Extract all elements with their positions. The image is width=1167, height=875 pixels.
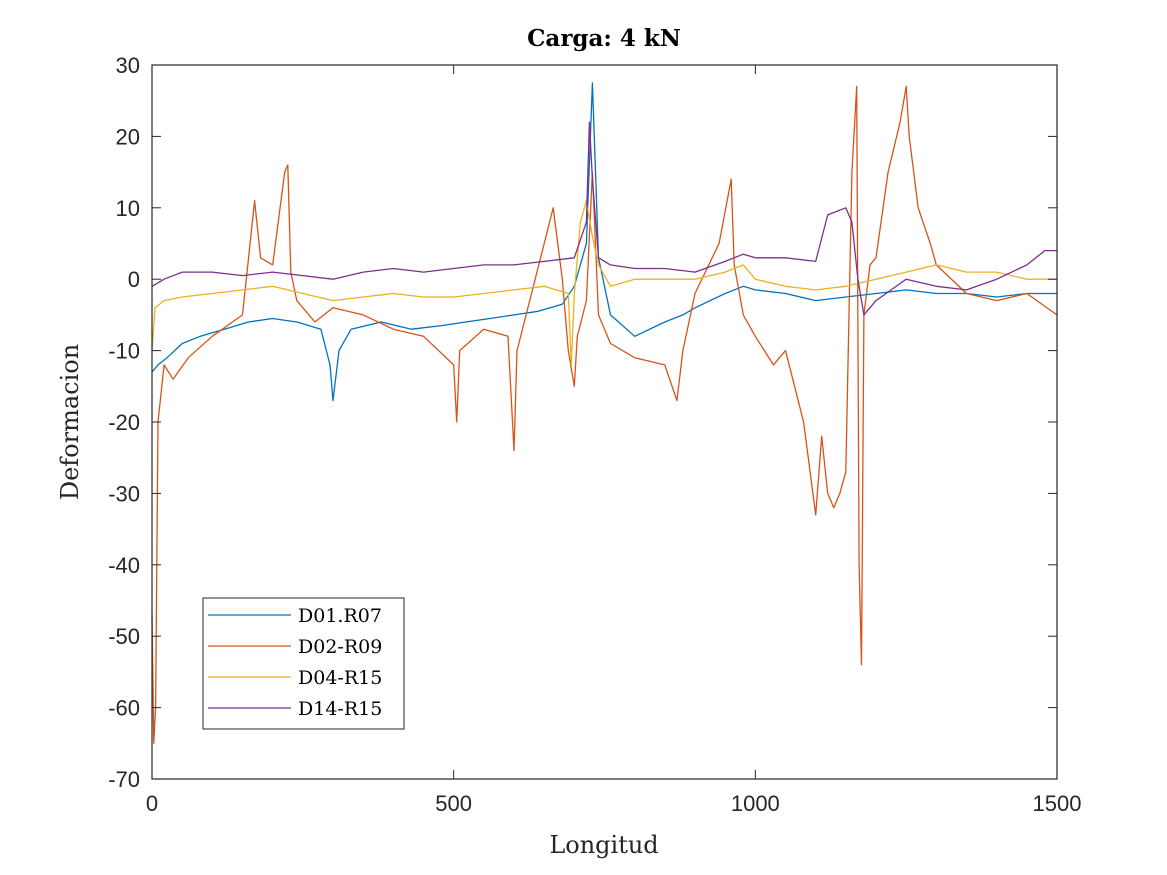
x-tick-label: 500 [435,791,472,816]
x-axis-label: Longitud [549,831,658,859]
tick-labels-group: 0 500 1000 1500 30 20 10 0 -10 -20 -30 -40 -50 -60 -70 [108,53,1081,816]
y-tick-label: 20 [116,124,140,149]
x-tick-label: 0 [146,791,158,816]
y-tick-label: -30 [108,481,140,506]
y-tick-label: -20 [108,410,140,435]
legend-label-4: D14-R15 [298,698,382,720]
chart-title: Carga: 4 kN [527,25,681,52]
y-tick-label: 30 [116,53,140,78]
y-tick-label: -40 [108,553,140,578]
legend-box [202,597,405,730]
series-line-4 [151,121,1057,316]
legend-label-1: D01.R07 [298,605,382,627]
legend: D01.R07 D02-R09 D04-R15 D14-R15 [202,597,405,730]
y-tick-label: -70 [108,767,140,792]
y-axis-label: Deformacion [56,344,84,500]
legend-label-3: D04-R15 [298,667,382,689]
series-line-2 [151,85,1058,744]
legend-label-2: D02-R09 [298,636,382,658]
y-tick-label: -10 [108,339,140,364]
y-tick-label: -50 [108,624,140,649]
x-tick-label: 1500 [1033,791,1082,816]
ticks-group [151,64,1058,780]
y-tick-label: -60 [108,696,140,721]
y-tick-label: 0 [128,267,140,292]
x-tick-label: 1000 [731,791,780,816]
series-line-3 [151,200,1057,366]
y-tick-label: 10 [116,196,140,221]
series-group [151,82,1058,744]
